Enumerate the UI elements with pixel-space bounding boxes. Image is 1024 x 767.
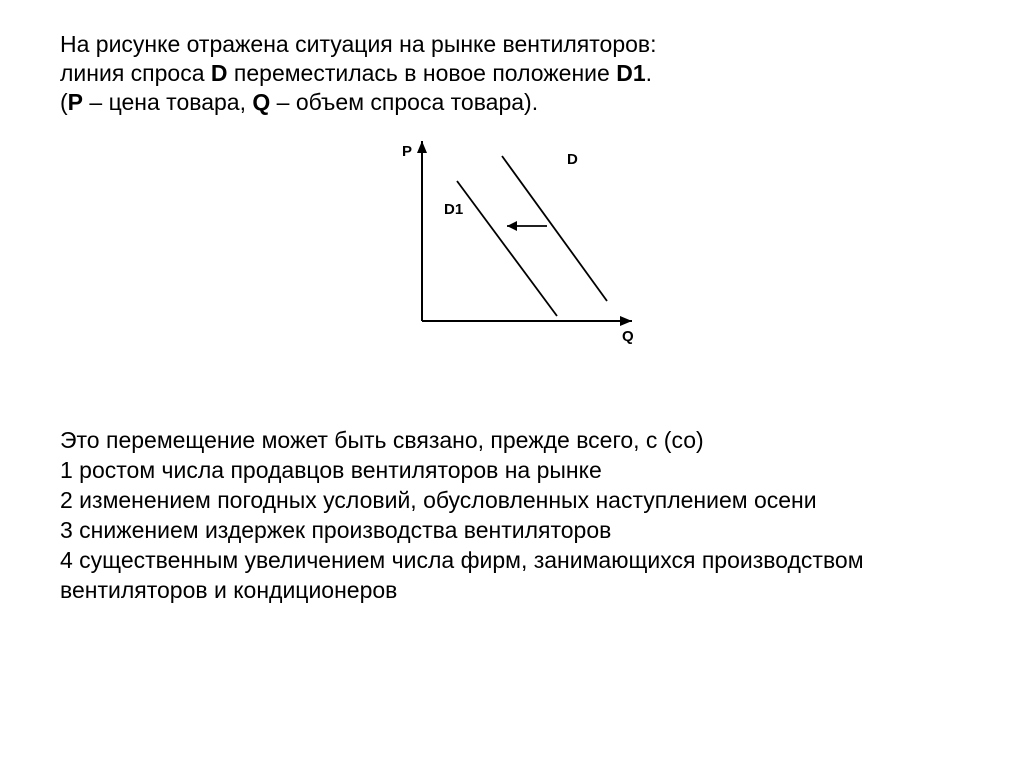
intro-line-2b: переместилась в новое положение: [228, 60, 617, 86]
intro-line-3-open: (: [60, 89, 68, 115]
option-1: 1 ростом числа продавцов вентиляторов на…: [60, 456, 964, 486]
chart-container: P Q D D1: [60, 126, 964, 346]
intro-D: D: [211, 60, 228, 86]
intro-text: На рисунке отражена ситуация на рынке ве…: [60, 30, 964, 116]
svg-text:D1: D1: [444, 201, 463, 218]
intro-line-3p: – цена товара,: [83, 89, 252, 115]
spacer: [60, 376, 964, 426]
intro-D1: D1: [616, 60, 645, 86]
option-2: 2 изменением погодных условий, обусловле…: [60, 486, 964, 516]
intro-P: P: [68, 89, 83, 115]
option-3: 3 снижением издержек производства вентил…: [60, 516, 964, 546]
intro-line-2c: .: [646, 60, 652, 86]
question-text: Это перемещение может быть связано, преж…: [60, 426, 964, 456]
svg-text:P: P: [402, 143, 412, 160]
intro-line-3q: – объем спроса товара).: [270, 89, 538, 115]
svg-text:D: D: [567, 151, 578, 168]
page-content: На рисунке отражена ситуация на рынке ве…: [0, 0, 1024, 606]
option-4: 4 существенным увеличением числа фирм, з…: [60, 546, 964, 606]
svg-text:Q: Q: [622, 328, 634, 345]
demand-shift-chart: P Q D D1: [372, 126, 652, 346]
intro-Q: Q: [252, 89, 270, 115]
intro-line-1: На рисунке отражена ситуация на рынке ве…: [60, 31, 657, 57]
intro-line-2a: линия спроса: [60, 60, 211, 86]
